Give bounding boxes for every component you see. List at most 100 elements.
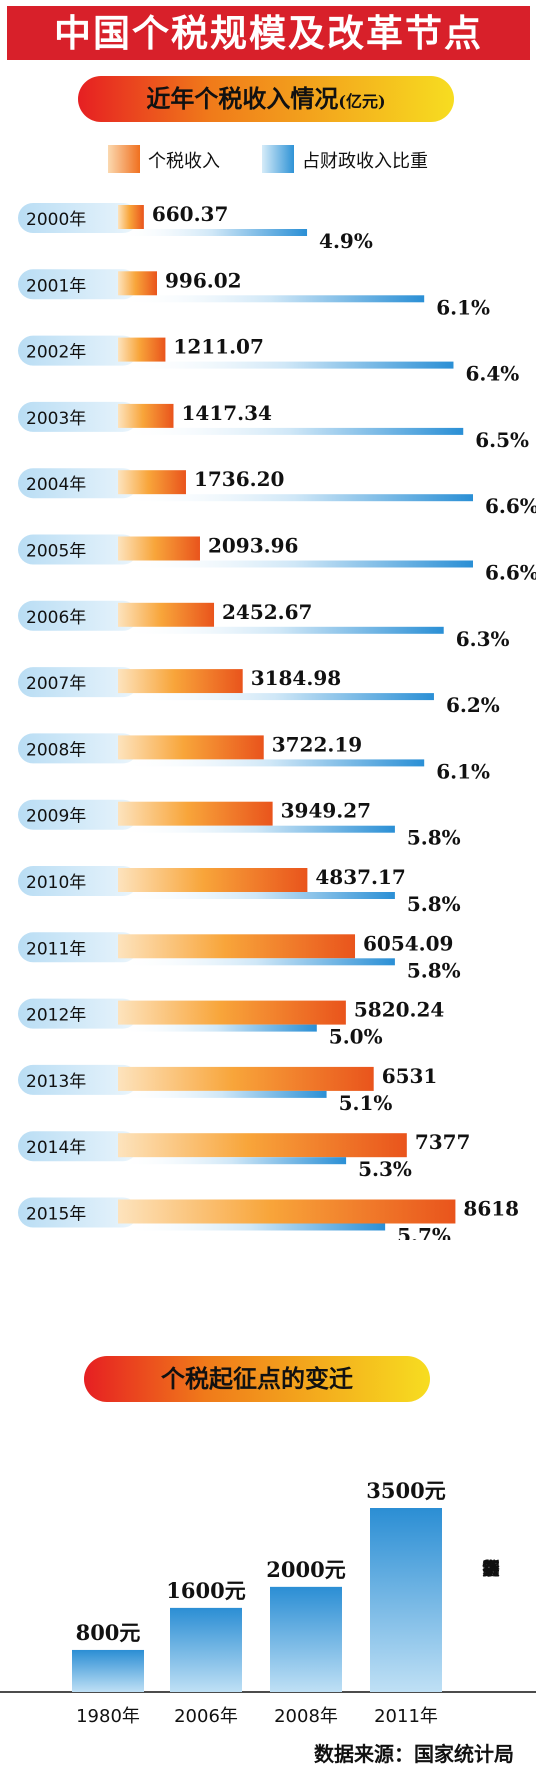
ratio-bar [118, 759, 425, 767]
ratio-bar [118, 361, 454, 369]
ratio-value: 6.1% [436, 759, 490, 783]
year-pill [18, 600, 138, 631]
ratio-bar [118, 892, 395, 899]
income-bar [118, 735, 264, 760]
income-value: 3184.98 [251, 666, 341, 690]
threshold-bar [270, 1586, 342, 1692]
year-label: 2012年 [26, 1006, 86, 1026]
threshold-bar [72, 1649, 144, 1692]
credit-char: 京 [482, 1559, 500, 1580]
ratio-value: 6.4% [465, 362, 519, 386]
year-pill [18, 1131, 138, 1162]
year-label: 2010年 [26, 873, 86, 893]
year-label: 2005年 [26, 542, 86, 562]
income-bar [118, 934, 356, 959]
legend-ratio-label: 占财政收入比重 [302, 151, 428, 172]
year-pill [18, 401, 138, 432]
income-bar [118, 1133, 407, 1158]
ratio-bar [118, 693, 434, 701]
income-value: 6054.09 [363, 931, 453, 955]
income-value: 996.02 [165, 268, 242, 292]
section2-title: 个税起征点的变迁 [161, 1364, 353, 1393]
year-label: 2009年 [26, 807, 86, 827]
legend-ratio-swatch [262, 145, 294, 173]
income-value: 1417.34 [181, 401, 272, 425]
year-pill [18, 667, 138, 698]
credit-char: / [487, 1559, 495, 1580]
ratio-value: 5.0% [329, 1025, 383, 1049]
ratio-bar [118, 560, 473, 568]
income-bar [118, 801, 273, 826]
ratio-value: 5.8% [407, 958, 461, 982]
year-label: 2004年 [26, 475, 86, 495]
income-chart: 2000年 660.37 4.9% 2001年 996.02 6.1% 2002年 1211.… [18, 202, 536, 1241]
year-label: 2007年 [26, 674, 86, 694]
credit-char: 剑 [482, 1559, 500, 1580]
income-bar [118, 271, 157, 296]
ratio-bar [118, 1157, 347, 1165]
income-value: 3722.19 [272, 732, 362, 756]
income-value: 5820.24 [354, 998, 445, 1022]
threshold-year: 2006年 [174, 1706, 238, 1727]
threshold-bar [370, 1508, 442, 1692]
income-value: 2093.96 [208, 534, 298, 558]
ratio-bar [118, 295, 425, 303]
ratio-value: 4.9% [319, 229, 373, 253]
ratio-bar [118, 1024, 317, 1032]
income-value: 2452.67 [222, 600, 312, 624]
threshold-value: 2000元 [266, 1557, 345, 1582]
year-pill [18, 203, 138, 233]
year-pill [18, 799, 138, 830]
year-label: 2015年 [26, 1205, 86, 1225]
year-pill [18, 866, 138, 896]
ratio-bar [118, 229, 308, 236]
income-bar [118, 536, 200, 561]
income-bar [118, 470, 186, 495]
year-pill [18, 1197, 138, 1228]
source-note: 数据来源：国家统计局 [314, 1742, 514, 1766]
ratio-bar [118, 427, 464, 435]
year-pill [18, 534, 138, 565]
title-bar: 中国个税规模及改革节点 [7, 6, 530, 60]
income-bar [118, 669, 243, 694]
income-bar [118, 205, 144, 229]
income-bar [118, 1199, 456, 1224]
year-label: 2002年 [26, 343, 86, 363]
ratio-bar [118, 958, 395, 966]
legend-income-swatch [108, 145, 140, 173]
ratio-value: 5.7% [397, 1224, 451, 1241]
income-bar [118, 337, 166, 362]
ratio-value: 5.8% [407, 892, 461, 916]
income-bar [118, 602, 215, 627]
ratio-bar [118, 1090, 327, 1098]
year-label: 2003年 [26, 409, 86, 429]
threshold-year: 1980年 [76, 1706, 140, 1727]
income-value: 1736.20 [194, 467, 284, 491]
income-value: 7377 [415, 1130, 471, 1154]
ratio-value: 5.3% [358, 1157, 412, 1181]
ratio-bar [118, 825, 395, 833]
ratio-value: 6.1% [436, 295, 490, 319]
income-value: 3949.27 [281, 799, 371, 823]
ratio-value: 6.6% [485, 494, 536, 518]
credit-char: 制 [482, 1559, 500, 1580]
threshold-value: 800元 [76, 1620, 141, 1645]
credit-char: 许 [482, 1559, 500, 1580]
year-label: 2001年 [26, 276, 86, 296]
ratio-bar [118, 494, 473, 502]
credit-char: 图 [482, 1559, 500, 1580]
year-pill [18, 932, 138, 963]
ratio-value: 5.1% [339, 1091, 393, 1115]
year-pill [18, 733, 138, 764]
income-value: 8618 [463, 1197, 519, 1221]
income-value: 6531 [382, 1064, 438, 1088]
ratio-bar [118, 626, 444, 634]
income-bar [118, 1066, 374, 1091]
section1-title: 近年个税收入情况 [146, 84, 339, 113]
credit-char: 新 [482, 1559, 500, 1580]
year-label: 2013年 [26, 1072, 86, 1092]
section2-header: 个税起征点的变迁 [84, 1356, 430, 1402]
section1-header: 近年个税收入情况(亿元) [78, 76, 454, 122]
threshold-value: 3500元 [366, 1478, 445, 1503]
